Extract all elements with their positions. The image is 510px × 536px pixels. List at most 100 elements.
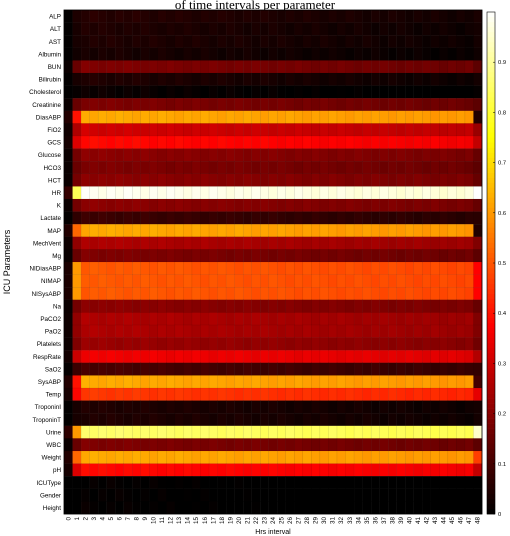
heatmap-cell [277,413,287,427]
heatmap-cell [388,173,397,187]
heatmap-cell [379,261,389,275]
heatmap-cell [251,123,261,137]
heatmap-cell [157,211,167,225]
heatmap-cell [456,224,466,238]
heatmap-cell [396,249,406,263]
heatmap-cell [89,161,99,175]
heatmap-cell [106,400,116,414]
heatmap-cell [388,35,397,49]
heatmap-cell [319,463,329,477]
heatmap-cell [63,249,73,263]
heatmap-cell [439,450,449,464]
heatmap-cell [217,425,227,439]
heatmap-cell [345,299,355,313]
heatmap-cell [464,161,474,175]
heatmap-cell [328,324,338,338]
x-tick-label: 26 [287,517,294,525]
heatmap-cell [234,236,244,250]
heatmap-cell [115,274,125,288]
heatmap-cell [311,274,321,288]
heatmap-cell [285,387,295,401]
heatmap-cell [115,425,125,439]
heatmap-cell [302,337,312,351]
heatmap-cell [72,198,82,212]
heatmap-cell [157,387,167,401]
x-tick-label: 0 [65,517,72,521]
heatmap-cell [97,236,107,250]
heatmap-cell [200,135,210,149]
heatmap-cell [260,274,270,288]
colorbar-segment [487,398,495,404]
heatmap-cell [268,236,278,250]
y-tick-label: K [57,203,62,210]
heatmap-cell [422,35,432,49]
heatmap-cell [166,148,176,162]
heatmap-cell [345,186,355,200]
heatmap-cell [260,337,270,351]
heatmap-cell [268,324,278,338]
heatmap-cell [140,324,150,338]
y-tick-label: pH [53,467,62,474]
heatmap-cells [63,9,483,515]
heatmap-cell [447,350,457,364]
colorbar-segment [487,107,495,113]
heatmap-cell [405,173,415,187]
heatmap-cell [183,186,193,200]
heatmap-cell [456,135,466,149]
heatmap-cell [217,211,227,225]
heatmap-cell [166,463,176,477]
heatmap-cell [217,261,227,275]
heatmap-cell [242,261,252,275]
heatmap-cell [123,110,133,124]
heatmap-cell [72,337,82,351]
heatmap-cell [97,438,107,452]
heatmap-cell [328,375,338,389]
heatmap-cell [430,110,440,124]
heatmap-cell [106,47,116,61]
heatmap-cell [80,161,90,175]
heatmap-cell [208,98,218,112]
heatmap-cell [208,438,218,452]
heatmap-cell [157,236,167,250]
x-tick-label: 38 [389,517,396,525]
heatmap-cell [225,123,235,137]
heatmap-cell [174,161,184,175]
heatmap-cell [200,47,210,61]
heatmap-cell [123,425,133,439]
heatmap-cell [80,324,90,338]
heatmap-cell [191,463,201,477]
heatmap-cell [217,287,227,301]
heatmap-cell [319,236,329,250]
heatmap-cell [97,413,107,427]
heatmap-cell [319,261,329,275]
heatmap-cell [80,488,90,502]
heatmap-cell [268,387,278,401]
heatmap-cell [379,135,389,149]
heatmap-cell [106,312,116,326]
heatmap-cell [439,35,449,49]
heatmap-cell [157,463,167,477]
heatmap-cell [123,488,133,502]
heatmap-cell [413,488,423,502]
heatmap-cell [396,400,406,414]
heatmap-cell [140,362,150,376]
heatmap-cell [191,123,201,137]
x-tick-label: 17 [210,517,217,525]
heatmap-cell [123,438,133,452]
heatmap-cell [447,161,457,175]
heatmap-cell [294,47,304,61]
colorbar-tick-label: 0 [498,512,501,518]
heatmap-cell [345,236,355,250]
heatmap-cell [328,438,338,452]
x-tick-label: 9 [142,517,149,521]
heatmap-cell [191,72,201,86]
heatmap-cell [285,98,295,112]
heatmap-cell [464,324,474,338]
heatmap-cell [260,362,270,376]
heatmap-cell [336,312,346,326]
heatmap-cell [439,299,449,313]
colorbar-segment [487,22,495,28]
heatmap-cell [234,274,244,288]
heatmap-cell [456,375,466,389]
heatmap-cell [183,173,193,187]
